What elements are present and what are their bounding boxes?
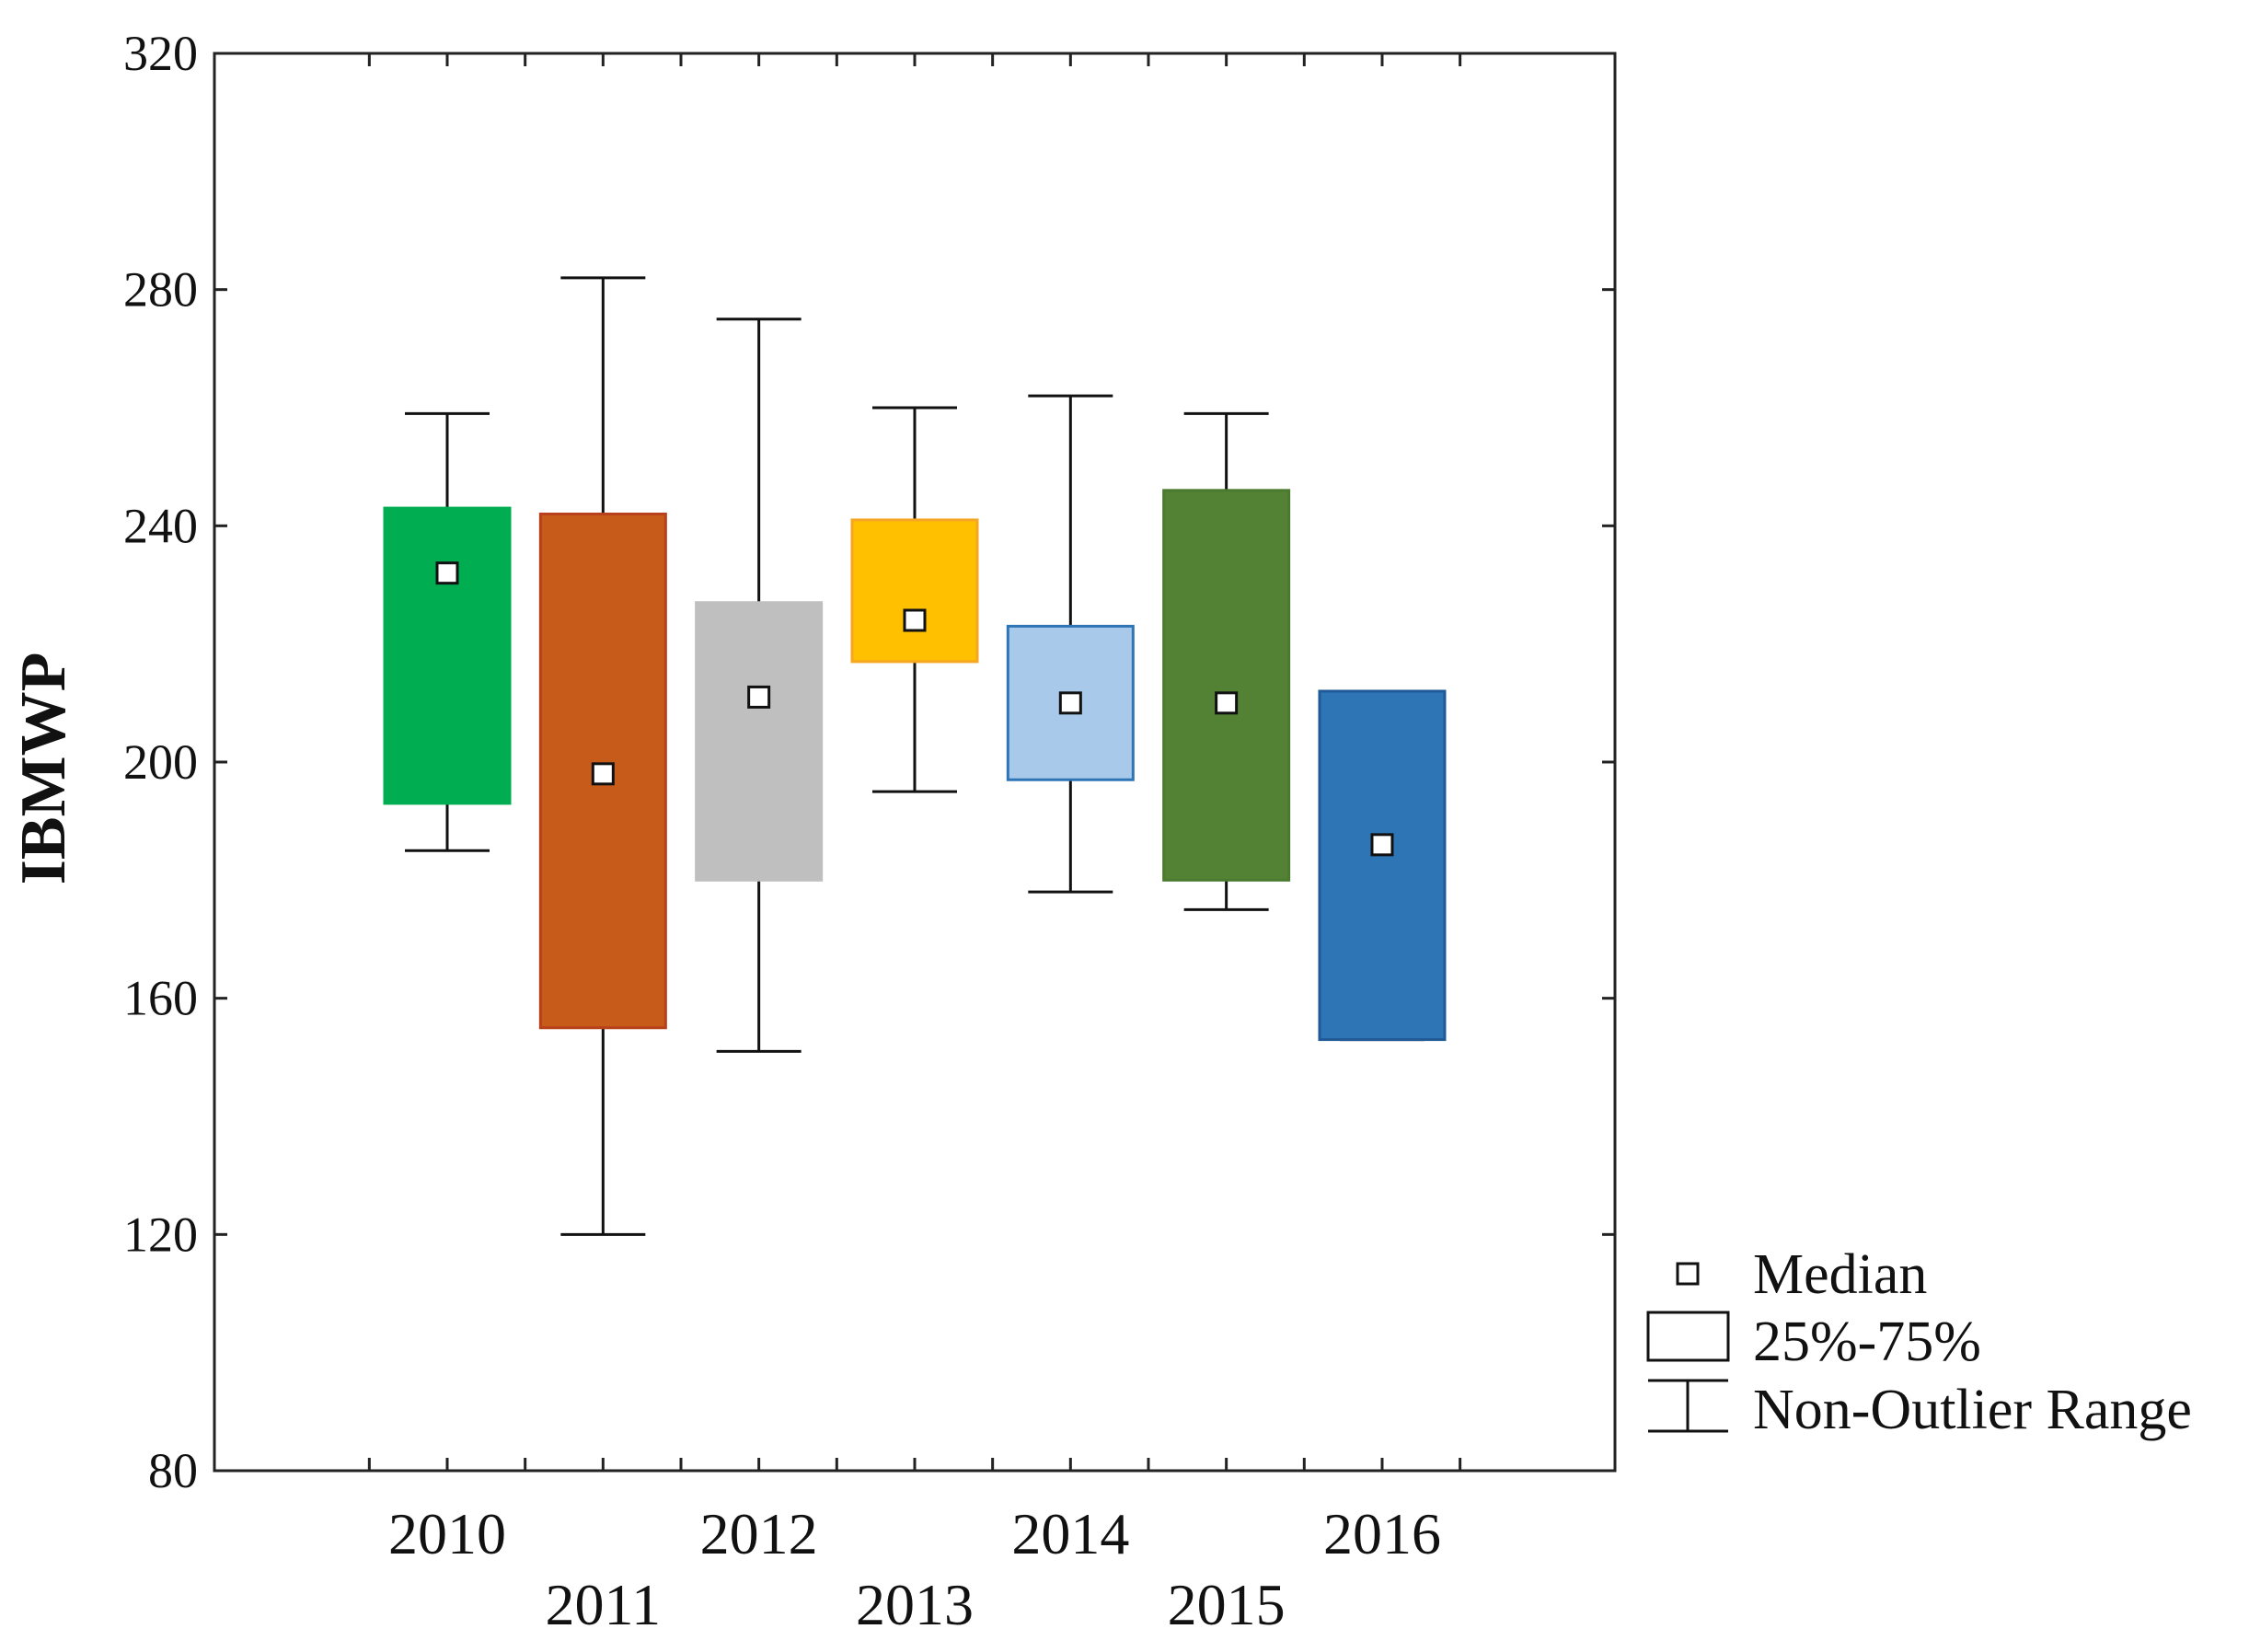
boxes — [383, 276, 1447, 1236]
iqr-box — [850, 518, 979, 664]
y-axis: 80 120 160 200 240 280 320 — [123, 26, 1615, 1498]
legend-median-label: Median — [1753, 1243, 1927, 1306]
box-2016 — [1318, 689, 1447, 1042]
iqr-box — [695, 601, 824, 882]
y-tick-label: 280 — [123, 262, 198, 318]
legend-whisker-icon — [1648, 1379, 1728, 1433]
box-2012 — [695, 318, 824, 1053]
y-axis-title: IBMWP — [8, 653, 79, 885]
x-tick-label: 2011 — [546, 1572, 662, 1637]
box-2015 — [1162, 411, 1291, 911]
iqr-box — [383, 506, 512, 805]
legend-whisker-label: Non-Outlier Range — [1753, 1379, 2192, 1441]
x-tick-label: 2016 — [1323, 1501, 1441, 1566]
iqr-box — [1162, 489, 1291, 882]
x-tick-label: 2012 — [700, 1501, 818, 1566]
y-tick-label: 200 — [123, 734, 198, 790]
y-tick-label: 320 — [123, 26, 198, 81]
y-tick-label: 160 — [123, 971, 198, 1026]
iqr-box — [1318, 689, 1447, 1042]
median-marker — [1370, 833, 1394, 857]
median-marker — [1215, 691, 1239, 715]
x-tick-label: 2010 — [388, 1501, 506, 1566]
x-tick-label: 2014 — [1011, 1501, 1129, 1566]
x-axis: 2010 2011 2012 2013 2014 2015 2016 — [367, 53, 1462, 1637]
legend: Median 25%-75% Non-Outlier Range — [1646, 1243, 2192, 1441]
box-2014 — [1006, 394, 1135, 894]
box-2010 — [383, 411, 512, 852]
median-marker — [903, 608, 927, 632]
box-2011 — [538, 276, 667, 1236]
legend-median-icon — [1676, 1262, 1700, 1286]
box-2013 — [850, 406, 979, 793]
legend-box-label: 25%-75% — [1753, 1311, 1981, 1373]
x-tick-label: 2013 — [856, 1572, 974, 1637]
x-tick-label: 2015 — [1168, 1572, 1286, 1637]
median-marker — [1058, 691, 1082, 715]
y-tick-label: 120 — [123, 1207, 198, 1262]
legend-box-icon — [1646, 1311, 1730, 1362]
median-marker — [435, 561, 459, 585]
y-tick-label: 80 — [148, 1443, 198, 1498]
median-marker — [591, 762, 615, 786]
median-marker — [747, 685, 771, 709]
y-tick-label: 240 — [123, 498, 198, 553]
